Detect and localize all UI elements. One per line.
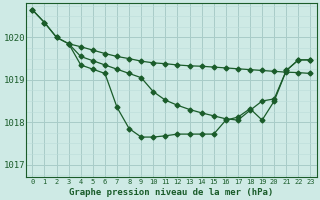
X-axis label: Graphe pression niveau de la mer (hPa): Graphe pression niveau de la mer (hPa) bbox=[69, 188, 274, 197]
